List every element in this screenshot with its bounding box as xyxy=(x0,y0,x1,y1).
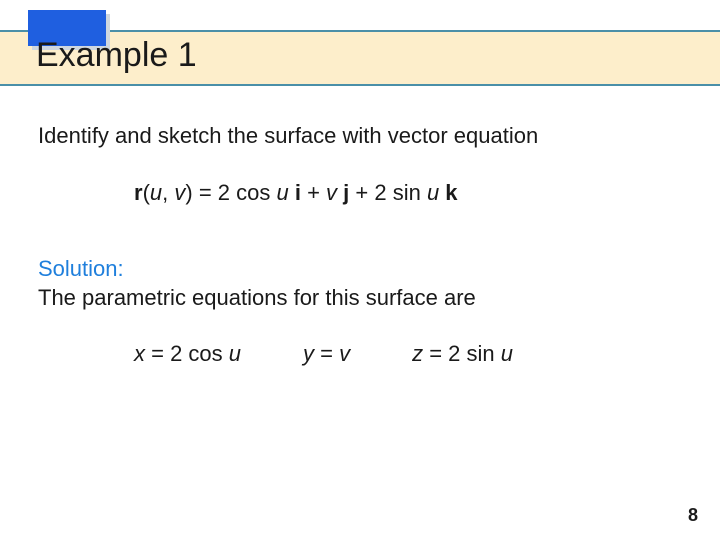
solution-heading: Solution: xyxy=(38,255,682,284)
var-v: v xyxy=(326,180,337,205)
eq-y: y = v xyxy=(303,340,350,369)
eq-x: x = 2 cos u xyxy=(134,340,241,369)
var-x: x xyxy=(134,341,145,366)
var-u: u xyxy=(150,180,162,205)
plus: + 2 sin xyxy=(349,180,427,205)
var-u: u xyxy=(501,341,513,366)
solution-label: Solution: xyxy=(38,256,124,281)
var-v: v xyxy=(339,341,350,366)
var-y: y xyxy=(303,341,314,366)
var-u: u xyxy=(229,341,241,366)
k-hat: k xyxy=(439,180,457,205)
plus: + xyxy=(301,180,326,205)
eq-y-mid: = xyxy=(314,341,339,366)
var-u: u xyxy=(276,180,288,205)
slide-body: Identify and sketch the surface with vec… xyxy=(38,122,682,369)
slide-title: Example 1 xyxy=(36,36,197,75)
i-hat: i xyxy=(289,180,301,205)
page-number: 8 xyxy=(688,505,698,526)
var-z: z xyxy=(412,341,423,366)
args: (u, v) xyxy=(143,180,193,205)
eq-z-rhs: = 2 sin xyxy=(423,341,501,366)
eq-part: = 2 cos xyxy=(193,180,277,205)
var-v: v xyxy=(174,180,185,205)
r-vector: r xyxy=(134,180,143,205)
prompt-text: Identify and sketch the surface with vec… xyxy=(38,122,682,151)
parametric-equations: x = 2 cos u y = v z = 2 sin u xyxy=(134,340,682,369)
eq-z: z = 2 sin u xyxy=(412,340,513,369)
solution-text: The parametric equations for this surfac… xyxy=(38,284,682,313)
var-u: u xyxy=(427,180,439,205)
eq-x-rhs: = 2 cos xyxy=(145,341,229,366)
j-hat: j xyxy=(337,180,349,205)
slide: Example 1 Identify and sketch the surfac… xyxy=(0,0,720,540)
vector-equation: r(u, v) = 2 cos u i + v j + 2 sin u k xyxy=(134,179,682,208)
